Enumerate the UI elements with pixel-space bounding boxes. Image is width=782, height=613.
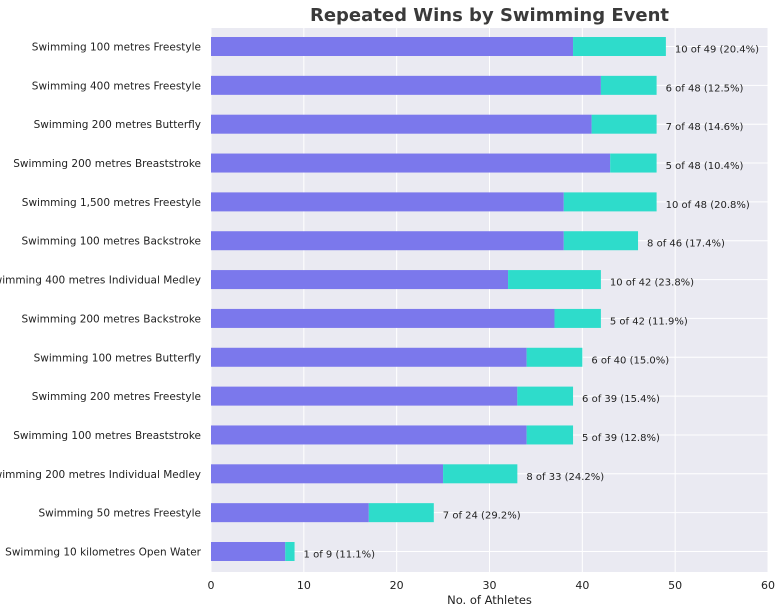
x-tick-label: 60 — [761, 579, 775, 592]
category-label: Swimming 10 kilometres Open Water — [5, 547, 202, 559]
bar-segment-repeat — [592, 115, 657, 134]
bar-segment-base — [211, 231, 564, 250]
bar-segment-base — [211, 115, 592, 134]
x-tick-label: 0 — [208, 579, 215, 592]
x-axis-label: No. of Athletes — [447, 593, 532, 607]
category-label: Swimming 200 metres Individual Medley — [0, 469, 201, 481]
bar-segment-base — [211, 37, 573, 56]
bar-segment-base — [211, 76, 601, 95]
bar-segment-base — [211, 503, 369, 522]
category-label: Swimming 100 metres Butterfly — [34, 352, 201, 364]
x-tick-label: 40 — [575, 579, 589, 592]
bar-segment-repeat — [285, 542, 294, 561]
bar-segment-base — [211, 270, 508, 289]
category-label: Swimming 400 metres Freestyle — [32, 80, 201, 92]
category-labels: Swimming 100 metres Freestyle Swimming 40… — [0, 42, 202, 559]
bar-segment-repeat — [564, 231, 638, 250]
bar-segment-base — [211, 542, 285, 561]
bar-segment-repeat — [527, 348, 583, 367]
category-label: Swimming 1,500 metres Freestyle — [22, 197, 201, 209]
category-label: Swimming 100 metres Freestyle — [32, 42, 201, 54]
category-label: Swimming 200 metres Backstroke — [22, 313, 202, 325]
bar-segment-repeat — [527, 425, 573, 444]
bar-segment-repeat — [369, 503, 434, 522]
category-label: Swimming 100 metres Backstroke — [22, 236, 202, 248]
bar-segment-base — [211, 309, 554, 328]
bar-segment-repeat — [443, 464, 517, 483]
x-tick-label: 30 — [483, 579, 497, 592]
chart-title: Repeated Wins by Swimming Event — [310, 5, 669, 26]
x-tick-label: 10 — [297, 579, 311, 592]
bar-segment-repeat — [564, 192, 657, 211]
bar-value-label: 6 of 48 (12.5%) — [666, 83, 744, 94]
bar-value-label: 1 of 9 (11.1%) — [304, 550, 376, 561]
x-tick-label: 50 — [668, 579, 682, 592]
bar-segment-repeat — [517, 387, 573, 406]
bar-segment-base — [211, 348, 527, 367]
bar-value-label: 10 of 48 (20.8%) — [666, 200, 750, 211]
bar-value-label: 5 of 39 (12.8%) — [582, 433, 660, 444]
bar-segment-base — [211, 425, 527, 444]
x-tick-label: 20 — [390, 579, 404, 592]
category-label: Swimming 100 metres Breaststroke — [13, 430, 201, 442]
bar-value-label: 5 of 48 (10.4%) — [666, 161, 744, 172]
bar-value-label: 6 of 40 (15.0%) — [591, 355, 669, 366]
category-label: Swimming 200 metres Breaststroke — [13, 158, 201, 170]
bar-segment-repeat — [554, 309, 600, 328]
category-label: Swimming 200 metres Butterfly — [34, 119, 201, 131]
bar-value-label: 7 of 48 (14.6%) — [666, 122, 744, 133]
bar-segment-base — [211, 464, 443, 483]
bar-segment-repeat — [610, 154, 656, 173]
bar-value-label: 8 of 33 (24.2%) — [526, 472, 604, 483]
bar-value-label: 8 of 46 (17.4%) — [647, 239, 725, 250]
category-label: Swimming 400 metres Individual Medley — [0, 275, 201, 287]
bar-segment-repeat — [508, 270, 601, 289]
bar-value-label: 10 of 42 (23.8%) — [610, 278, 694, 289]
bar-segment-base — [211, 387, 517, 406]
bar-value-label: 6 of 39 (15.4%) — [582, 394, 660, 405]
bar-value-label: 10 of 49 (20.4%) — [675, 45, 759, 56]
category-label: Swimming 50 metres Freestyle — [38, 508, 201, 520]
category-label: Swimming 200 metres Freestyle — [32, 391, 201, 403]
bar-segment-repeat — [601, 76, 657, 95]
bar-segment-repeat — [573, 37, 666, 56]
x-tick-labels: 0 10 20 30 40 50 60 — [208, 579, 776, 592]
bar-segment-base — [211, 154, 610, 173]
bar-segment-base — [211, 192, 564, 211]
bar-value-label: 5 of 42 (11.9%) — [610, 316, 688, 327]
bar-value-label: 7 of 24 (29.2%) — [443, 511, 521, 522]
